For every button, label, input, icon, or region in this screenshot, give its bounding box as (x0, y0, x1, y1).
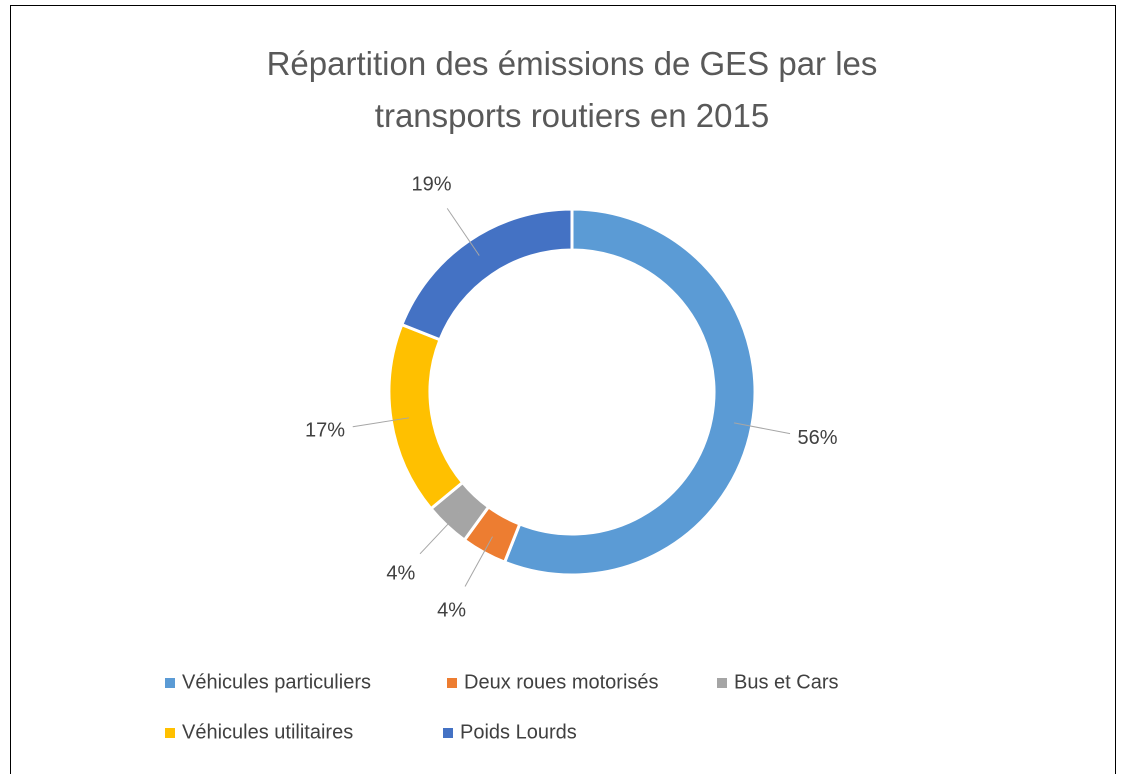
chart-frame (10, 5, 1116, 774)
legend-swatch (165, 678, 175, 688)
legend-label: Poids Lourds (460, 721, 577, 743)
donut-segment (502, 207, 757, 577)
chart-title: Répartition des émissions de GES par les… (266, 45, 878, 134)
data-label: 4% (437, 599, 466, 621)
leader-line (352, 417, 410, 428)
leader-line (733, 422, 791, 435)
data-label: 56% (798, 427, 838, 449)
data-label: 4% (386, 563, 415, 585)
leader-line (419, 511, 460, 555)
legend-label: Véhicules utilitaires (182, 721, 353, 743)
leader-line (446, 208, 480, 256)
legend-swatch (717, 678, 727, 688)
legend-swatch (165, 728, 175, 738)
data-label: 19% (411, 174, 451, 196)
donut-segment (387, 322, 465, 511)
legend-swatch (443, 728, 453, 738)
legend-label: Véhicules particuliers (182, 671, 371, 693)
legend-swatch (447, 678, 457, 688)
legend-label: Deux roues motorisés (464, 671, 659, 693)
legend-label: Bus et Cars (734, 671, 838, 693)
data-label: 17% (305, 419, 345, 441)
leader-line (464, 536, 493, 587)
donut-segment (399, 207, 574, 342)
